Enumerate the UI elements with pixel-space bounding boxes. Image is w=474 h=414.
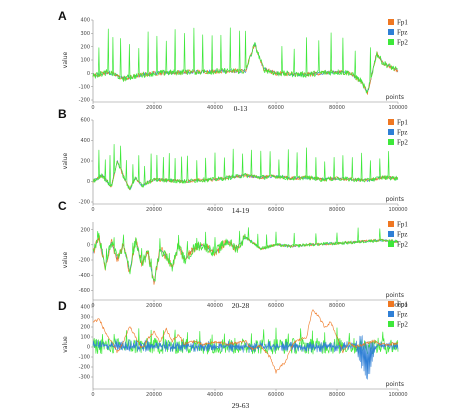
legend-label-fp1: Fp1 <box>397 301 408 309</box>
x-tick-label: 40000 <box>207 105 223 111</box>
legend-label-fp2: Fp2 <box>397 139 408 147</box>
legend-swatch-fp1 <box>388 221 394 227</box>
y-tick-label: 400 <box>80 138 90 144</box>
panel-label: A <box>58 9 67 23</box>
legend-label-fp2: Fp2 <box>397 241 408 249</box>
x-axis-label: points <box>386 292 404 299</box>
x-tick-label: 40000 <box>207 303 223 309</box>
panel-label: C <box>58 199 67 213</box>
y-tick-label: -600 <box>79 288 90 294</box>
y-tick-label: 200 <box>80 159 90 165</box>
x-axis-label: points <box>386 196 404 203</box>
legend-swatch-fp1 <box>388 119 394 125</box>
x-tick-label: 60000 <box>268 392 284 398</box>
x-tick-label: 0 <box>91 207 94 213</box>
y-tick-label: -200 <box>79 200 90 206</box>
x-tick-label: 60000 <box>268 303 284 309</box>
series-line-fp2 <box>92 227 399 282</box>
legend-swatch-fp2 <box>388 39 394 45</box>
legend-swatch-fp2 <box>388 241 394 247</box>
panel-c: C-600-400-200020002000040000600008000010… <box>58 199 408 310</box>
series-line-fp2 <box>92 27 399 94</box>
y-tick-label: -400 <box>79 273 90 279</box>
x-tick-label: 100000 <box>388 105 407 111</box>
x-tick-label: 80000 <box>329 392 345 398</box>
legend-swatch-fp2 <box>388 139 394 145</box>
panel-a: A -200 -100 0 100 200 300 400 0 20000 40000 60000 80… <box>58 9 408 113</box>
x-axis-label: points <box>386 94 404 101</box>
x-tick-label: 100000 <box>388 303 407 309</box>
x-tick-label: 100000 <box>388 392 407 398</box>
panel-label: B <box>58 107 67 121</box>
x-tick-label: 60000 <box>268 207 284 213</box>
y-tick-label: 0 <box>87 179 90 185</box>
legend-swatch-fpz <box>388 231 394 237</box>
legend-swatch-fpz <box>388 311 394 317</box>
series-line-fp2 <box>92 144 399 191</box>
x-tick-label: 100000 <box>388 207 407 213</box>
legend-label-fp1: Fp1 <box>397 19 408 27</box>
panel-label: D <box>58 299 67 313</box>
x-tick-label: 20000 <box>146 207 162 213</box>
x-tick-label: 40000 <box>207 392 223 398</box>
legend-swatch-fp1 <box>388 19 394 25</box>
y-axis-label: value <box>62 336 69 353</box>
y-tick-label: 200 <box>80 44 90 50</box>
legend-label-fpz: Fpz <box>397 311 408 319</box>
x-axis-label: points <box>386 381 404 388</box>
legend-label-fp2: Fp2 <box>397 321 408 329</box>
legend-swatch-fpz <box>388 129 394 135</box>
x-tick-label: 20000 <box>146 392 162 398</box>
x-tick-label: 80000 <box>329 303 345 309</box>
legend-label-fp1: Fp1 <box>397 119 408 127</box>
y-tick-label: -100 <box>79 84 90 90</box>
y-tick-label: 400 <box>80 305 90 311</box>
y-axis-label: value <box>62 251 69 268</box>
x-tick-label: 80000 <box>329 207 345 213</box>
x-tick-label: 0 <box>91 105 94 111</box>
x-tick-label: 40000 <box>207 207 223 213</box>
y-tick-label: 300 <box>80 31 90 37</box>
series-line-fpz <box>92 335 399 380</box>
legend-swatch-fp2 <box>388 321 394 327</box>
legend-swatch-fp1 <box>388 301 394 307</box>
panel-caption: 14-19 <box>232 206 250 215</box>
y-tick-label: -200 <box>79 98 90 104</box>
legend-swatch-fpz <box>388 29 394 35</box>
y-tick-label: 200 <box>80 325 90 331</box>
series-line-fp1 <box>92 233 399 285</box>
legend-label-fp1: Fp1 <box>397 221 408 229</box>
legend-label-fpz: Fpz <box>397 29 408 37</box>
y-tick-label: 0 <box>87 345 90 351</box>
y-tick-label: 300 <box>80 315 90 321</box>
legend-label-fpz: Fpz <box>397 231 408 239</box>
y-tick-label: -200 <box>79 365 90 371</box>
panel-caption: 0-13 <box>234 104 248 113</box>
y-tick-label: 600 <box>80 118 90 124</box>
y-tick-label: 100 <box>80 335 90 341</box>
y-tick-label: 100 <box>80 58 90 64</box>
y-axis-label: value <box>62 152 69 169</box>
x-tick-label: 60000 <box>268 105 284 111</box>
x-tick-label: 20000 <box>146 105 162 111</box>
y-tick-label: -100 <box>79 355 90 361</box>
panel-d: D -300 -200 -100 0 100 200 300 400 0 20000 40000 600… <box>58 299 408 410</box>
y-tick-label: 200 <box>80 227 90 233</box>
x-tick-label: 0 <box>91 392 94 398</box>
y-tick-label: 0 <box>87 71 90 77</box>
panel-caption: 20-28 <box>232 301 250 310</box>
y-tick-label: -200 <box>79 258 90 264</box>
y-tick-label: 400 <box>80 18 90 24</box>
legend-label-fpz: Fpz <box>397 129 408 137</box>
y-tick-label: -300 <box>79 375 90 381</box>
legend-label-fp2: Fp2 <box>397 39 408 47</box>
series-line-fp1 <box>92 309 399 374</box>
x-tick-label: 20000 <box>146 303 162 309</box>
y-axis-label: value <box>62 51 69 68</box>
panel-caption: 29-63 <box>232 401 250 410</box>
y-tick-label: 0 <box>87 243 90 249</box>
x-tick-label: 80000 <box>329 105 345 111</box>
